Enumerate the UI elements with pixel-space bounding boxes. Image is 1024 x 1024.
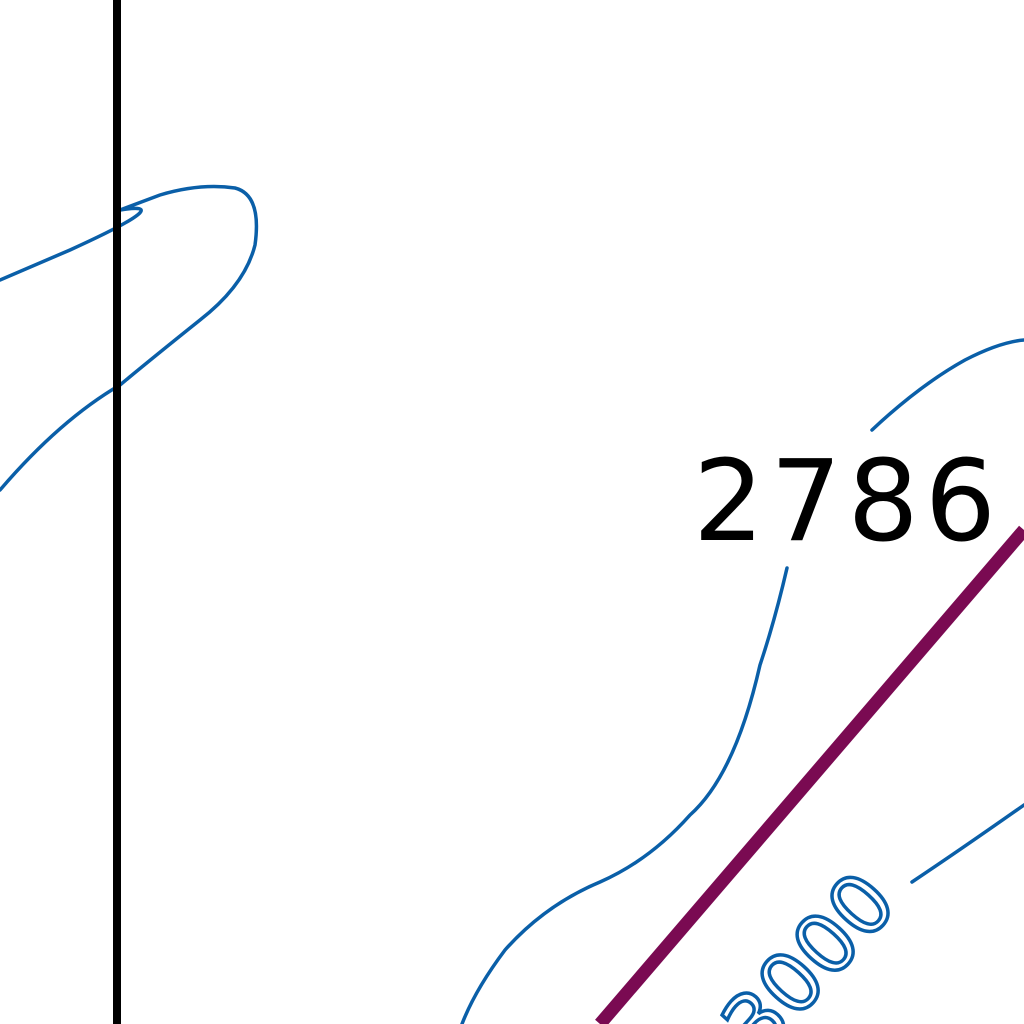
- spot-height-label: 2786: [693, 437, 1002, 567]
- contour-line-lower-right: [910, 803, 1024, 884]
- contour-line-center: [460, 566, 789, 1024]
- route-line: [595, 525, 1024, 1024]
- contour-line-upper-right: [870, 338, 1024, 432]
- contour-line-upper-left-outer: [0, 184, 259, 492]
